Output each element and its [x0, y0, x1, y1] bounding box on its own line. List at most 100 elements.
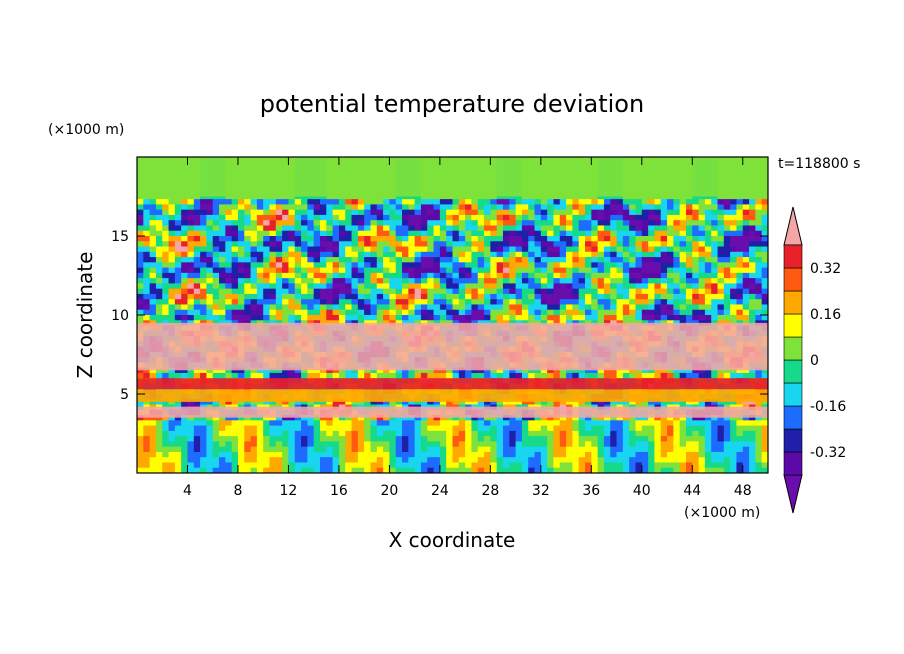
heatmap-cell [641, 220, 649, 227]
heatmap-cell [749, 315, 756, 321]
heatmap-cell [597, 262, 605, 269]
heatmap-cell [307, 225, 315, 232]
heatmap-cell [206, 241, 214, 248]
heatmap-cell [326, 288, 334, 295]
heatmap-cell [515, 288, 523, 295]
heatmap-cell [206, 367, 214, 374]
heatmap-cell [149, 225, 157, 232]
heatmap-cell [667, 293, 674, 300]
heatmap-cell [301, 257, 308, 263]
heatmap-cell [231, 193, 239, 200]
heatmap-cell [704, 220, 712, 227]
heatmap-cell [225, 225, 233, 232]
heatmap-cell [408, 267, 416, 274]
heatmap-cell [174, 399, 182, 406]
heatmap-cell [143, 257, 151, 263]
heatmap-cell [395, 372, 403, 379]
heatmap-cell [402, 309, 409, 316]
heatmap-cell [137, 214, 144, 221]
heatmap-cell [685, 257, 693, 263]
heatmap-cell [181, 304, 189, 311]
heatmap-cell [155, 262, 163, 269]
heatmap-cell [591, 415, 599, 421]
heatmap-cell [155, 220, 163, 227]
heatmap-cell [692, 399, 700, 406]
heatmap-cell [660, 283, 668, 290]
heatmap-cell [364, 283, 372, 290]
heatmap-cell [559, 272, 567, 279]
heatmap-cell [635, 372, 643, 379]
heatmap-cell [313, 278, 321, 284]
heatmap-cell [736, 193, 744, 200]
heatmap-cell [698, 288, 706, 295]
heatmap-cell [692, 199, 700, 205]
heatmap-cell [730, 293, 738, 300]
heatmap-cell [370, 283, 378, 290]
heatmap-cell [597, 193, 605, 200]
plot-area [137, 157, 768, 473]
heatmap-cell [237, 299, 245, 306]
heatmap-cell [559, 251, 567, 258]
heatmap-cell [673, 272, 681, 279]
heatmap-cell [742, 193, 750, 200]
heatmap-cell [370, 251, 378, 258]
heatmap-cell [717, 315, 725, 321]
heatmap-cell [616, 262, 624, 269]
heatmap-cell [370, 267, 378, 274]
heatmap-cell [414, 272, 422, 279]
heatmap-cell [667, 262, 674, 269]
heatmap-cell [654, 209, 662, 216]
heatmap-cell [345, 230, 353, 237]
heatmap-cell [635, 315, 643, 321]
heatmap-cell [219, 241, 226, 248]
heatmap-cell [351, 230, 359, 237]
heatmap-cell [301, 214, 308, 221]
heatmap-cell [319, 230, 327, 237]
heatmap-cell [364, 220, 372, 227]
heatmap-cell [256, 372, 264, 379]
heatmap-cell [338, 220, 346, 227]
heatmap-cell [200, 246, 208, 253]
heatmap-cell [155, 278, 163, 284]
heatmap-cell [326, 415, 334, 421]
heatmap-cell [446, 225, 454, 232]
heatmap-cell [622, 220, 630, 227]
heatmap-cell [471, 236, 479, 242]
heatmap-cell [364, 251, 372, 258]
heatmap-cell [736, 262, 744, 269]
heatmap-cell [143, 267, 151, 274]
heatmap-cell [288, 241, 296, 248]
heatmap-cell [603, 283, 611, 290]
heatmap-cell [465, 283, 473, 290]
heatmap-cell [313, 241, 321, 248]
heatmap-cell [477, 251, 485, 258]
heatmap-cell [143, 241, 151, 248]
heatmap-cell [389, 225, 397, 232]
heatmap-cell [174, 272, 182, 279]
heatmap-cell [376, 293, 384, 300]
heatmap-cell [597, 251, 605, 258]
heatmap-cell [477, 204, 485, 211]
heatmap-cell [231, 309, 239, 316]
heatmap-cell [225, 246, 233, 253]
heatmap-cell [237, 267, 245, 274]
heatmap-cell [635, 288, 643, 295]
heatmap-cell [414, 241, 422, 248]
heatmap-cell [528, 299, 536, 306]
heatmap-cell [458, 199, 466, 205]
heatmap-cell [622, 241, 630, 248]
heatmap-cell [383, 267, 390, 274]
heatmap-cell [648, 415, 656, 421]
heatmap-cell [206, 209, 214, 216]
heatmap-cell [597, 209, 605, 216]
heatmap-cell [351, 399, 359, 406]
heatmap-cell [275, 251, 283, 258]
heatmap-cell [237, 415, 245, 421]
heatmap-cell [685, 209, 693, 216]
heatmap-cell [717, 220, 725, 227]
heatmap-cell [212, 236, 220, 242]
heatmap-cell [629, 267, 637, 274]
heatmap-cell [742, 236, 750, 242]
heatmap-cell [402, 236, 409, 242]
heatmap-cell [698, 214, 706, 221]
